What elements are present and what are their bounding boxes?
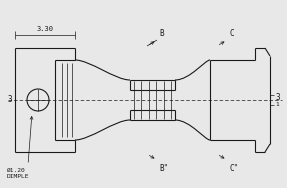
Text: B: B <box>159 29 164 38</box>
Text: 3: 3 <box>275 92 280 102</box>
Text: 3.30: 3.30 <box>36 26 53 32</box>
Text: C": C" <box>229 164 238 173</box>
Text: 1: 1 <box>275 102 279 108</box>
Text: Ø1.20
DIMPLE: Ø1.20 DIMPLE <box>7 168 30 179</box>
Text: B": B" <box>159 164 168 173</box>
Text: C: C <box>229 29 234 38</box>
Text: 3: 3 <box>8 96 13 105</box>
